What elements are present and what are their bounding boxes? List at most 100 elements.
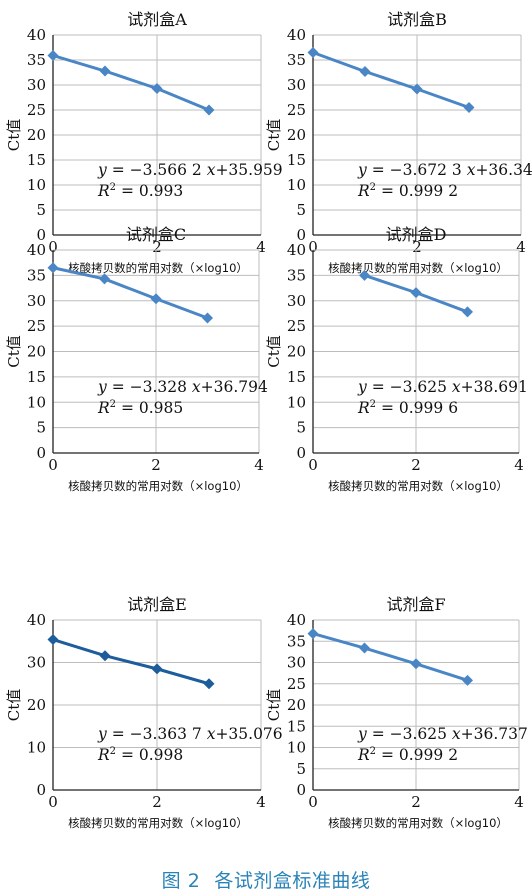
x-tick-label: 2 xyxy=(151,456,161,474)
y-tick-label: 30 xyxy=(27,76,46,94)
y-tick-label: 40 xyxy=(27,611,46,629)
equation-intercept: +38.691 xyxy=(461,378,528,396)
y-tick-label: 40 xyxy=(287,241,306,259)
equation-y-symbol: y xyxy=(97,378,107,396)
series-line xyxy=(51,266,209,320)
regression-equation: y = −3.625 x+36.737 xyxy=(357,725,528,743)
y-tick-label: 25 xyxy=(287,675,306,693)
r-squared: R2 = 0.999 2 xyxy=(357,182,458,200)
y-tick-label: 0 xyxy=(36,781,46,799)
equation-y-symbol: y xyxy=(97,725,107,743)
y-tick-label: 30 xyxy=(27,654,46,672)
y-axis-label: Ct值 xyxy=(265,335,283,368)
r-squared-symbol: R xyxy=(357,182,370,200)
regression-equation: y = −3.363 7 x+35.076 xyxy=(97,725,283,743)
equation-slope: = −3.566 2 xyxy=(107,161,207,179)
y-tick-label: 0 xyxy=(36,226,46,244)
y-axis-label: Ct值 xyxy=(5,119,23,152)
figure-caption-text: 各试剂盒标准曲线 xyxy=(214,870,371,892)
y-tick-label: 30 xyxy=(287,76,306,94)
x-axis-label: 核酸拷贝数的常用对数（×log10） xyxy=(328,261,508,275)
r-squared-symbol: R xyxy=(357,746,370,764)
data-point xyxy=(359,642,370,654)
y-tick-label: 30 xyxy=(287,654,306,672)
chart-title: 试剂盒C xyxy=(126,225,186,244)
y-tick-label: 10 xyxy=(287,739,306,757)
regression-equation: y = −3.625 x+38.691 xyxy=(357,378,528,396)
y-tick-label: 0 xyxy=(296,781,306,799)
y-tick-label: 25 xyxy=(287,101,306,119)
y-tick-label: 5 xyxy=(296,419,306,437)
equation-y-symbol: y xyxy=(357,378,367,396)
equation-x-symbol: x xyxy=(467,161,476,179)
chart-title: 试剂盒B xyxy=(387,10,447,29)
equation-slope: = −3.625 xyxy=(367,725,452,743)
r-squared-superscript: 2 xyxy=(370,182,376,193)
data-point xyxy=(151,83,163,94)
equation-slope: = −3.363 7 xyxy=(107,725,207,743)
y-tick-label: 20 xyxy=(27,126,46,144)
x-tick-label: 0 xyxy=(308,238,318,256)
equation-intercept: +36.794 xyxy=(201,378,268,396)
regression-equation: y = −3.566 2 x+35.959 xyxy=(97,161,283,179)
x-tick-label: 4 xyxy=(256,238,266,256)
equation-intercept: +36.349 xyxy=(475,161,532,179)
y-tick-label: 40 xyxy=(287,26,306,44)
x-tick-label: 4 xyxy=(256,793,266,811)
r-squared-value: = 0.993 xyxy=(116,182,183,200)
r-squared-value: = 0.999 2 xyxy=(376,746,458,764)
x-tick-label: 4 xyxy=(516,238,526,256)
data-point xyxy=(410,658,422,670)
r-squared: R2 = 0.998 xyxy=(97,746,183,764)
equation-x-symbol: x xyxy=(452,725,461,743)
y-tick-label: 20 xyxy=(287,696,306,714)
y-tick-label: 40 xyxy=(287,611,306,629)
data-point xyxy=(410,287,422,299)
chart-title: 试剂盒E xyxy=(127,595,187,614)
y-axis-label: Ct值 xyxy=(265,119,283,152)
equation-y-symbol: y xyxy=(97,161,107,179)
y-tick-label: 0 xyxy=(296,226,306,244)
data-point xyxy=(462,674,473,686)
r-squared-value: = 0.998 xyxy=(116,746,183,764)
x-tick-label: 4 xyxy=(514,793,524,811)
r-squared-value: = 0.999 6 xyxy=(376,399,458,417)
y-tick-label: 35 xyxy=(287,632,306,650)
data-point xyxy=(203,678,215,690)
y-tick-label: 20 xyxy=(287,343,306,361)
y-tick-label: 40 xyxy=(27,26,46,44)
data-point xyxy=(99,65,111,77)
r-squared-symbol: R xyxy=(97,746,110,764)
data-point xyxy=(462,306,473,318)
data-point xyxy=(307,628,319,640)
chart-title: 试剂盒A xyxy=(127,10,187,29)
x-tick-label: 2 xyxy=(412,238,422,256)
data-point xyxy=(463,102,475,113)
r-squared-superscript: 2 xyxy=(110,182,116,193)
y-tick-label: 10 xyxy=(27,393,46,411)
x-axis-label: 核酸拷贝数的常用对数（×log10） xyxy=(68,261,248,275)
y-tick-label: 10 xyxy=(27,739,46,757)
equation-slope: = −3.625 xyxy=(367,378,452,396)
x-axis-label: 核酸拷贝数的常用对数（×log10） xyxy=(328,816,508,830)
r-squared: R2 = 0.985 xyxy=(97,399,183,417)
equation-x-symbol: x xyxy=(192,378,201,396)
y-axis-label: Ct值 xyxy=(5,335,23,368)
y-tick-label: 15 xyxy=(27,368,46,386)
series-line xyxy=(311,51,471,109)
figure-caption-number: 图 2 xyxy=(161,870,201,892)
r-squared: R2 = 0.993 xyxy=(97,182,183,200)
r-squared: R2 = 0.999 2 xyxy=(357,746,458,764)
equation-x-symbol: x xyxy=(207,161,216,179)
data-point xyxy=(47,262,59,274)
y-tick-label: 35 xyxy=(287,51,306,69)
regression-equation: y = −3.328 x+36.794 xyxy=(97,378,268,396)
x-tick-label: 2 xyxy=(411,793,421,811)
data-point xyxy=(202,312,213,324)
series-line xyxy=(51,54,211,112)
data-point xyxy=(359,66,371,77)
